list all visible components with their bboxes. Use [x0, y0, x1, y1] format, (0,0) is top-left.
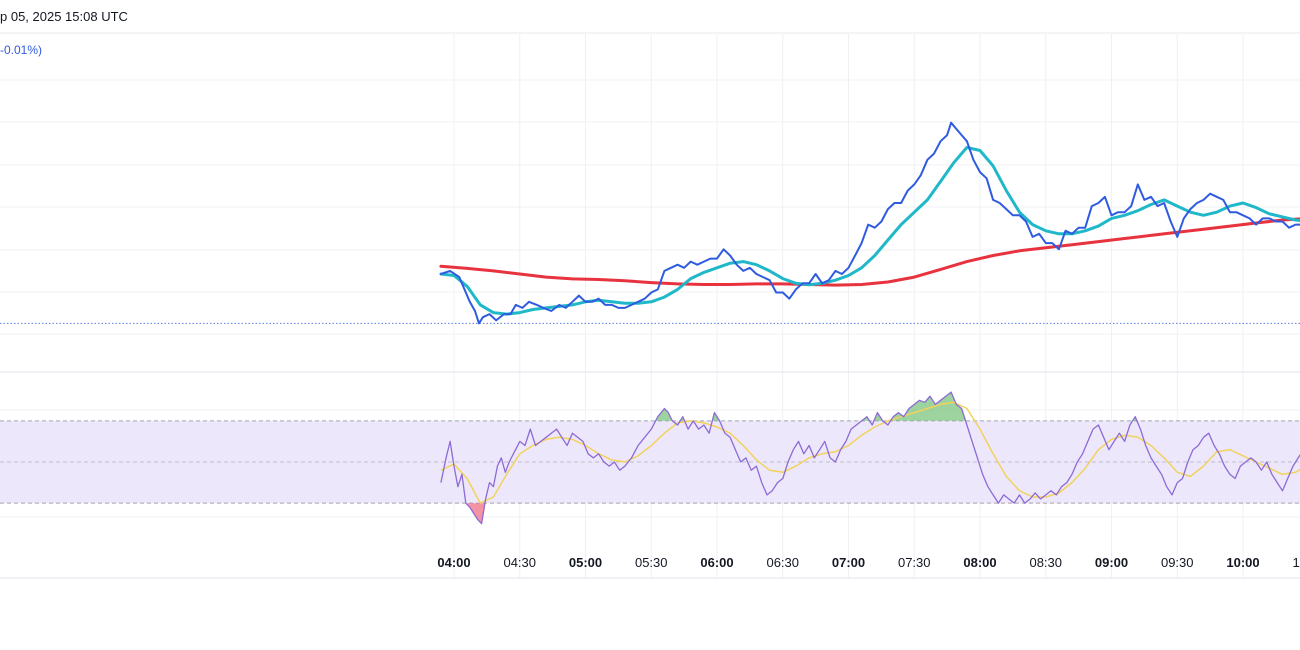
- rsi-band-background: [0, 420, 1300, 504]
- rsi-moving-average-line[interactable]: [440, 401, 1300, 504]
- time-axis-tick-label: 07:00: [832, 555, 865, 570]
- time-axis-tick-label: 05:00: [569, 555, 602, 570]
- time-axis-tick-label: 09:30: [1161, 555, 1194, 570]
- time-axis-tick-label: 07:30: [898, 555, 931, 570]
- time-axis-tick-label: 08:00: [963, 555, 996, 570]
- time-axis-tick-label: 06:00: [700, 555, 733, 570]
- time-axis-tick-label: 08:30: [1029, 555, 1062, 570]
- time-axis-tick-label: 05:30: [635, 555, 668, 570]
- time-axis-tick-label: 10:00: [1226, 555, 1259, 570]
- time-axis: 04:00 04:30 05:00 05:30 06:00 06:30 07:00 07:30…: [437, 555, 1300, 570]
- price-panel: [0, 121, 1300, 325]
- time-axis-tick-label: 09:00: [1095, 555, 1128, 570]
- slow-moving-average-line[interactable]: [439, 214, 1300, 287]
- time-axis-tick-label: 10:30: [1292, 555, 1300, 570]
- time-axis-tick-label: 04:00: [437, 555, 470, 570]
- time-axis-tick-label: 06:30: [766, 555, 799, 570]
- time-axis-tick-label: 04:30: [503, 555, 536, 570]
- fast-moving-average-line[interactable]: [439, 145, 1300, 316]
- date-readout: p 05, 2025 15:08 UTC: [0, 9, 128, 24]
- price-line[interactable]: [439, 121, 1300, 325]
- rsi-line[interactable]: [440, 391, 1300, 525]
- price-change-readout: -0.01%): [0, 43, 43, 57]
- rsi-panel: [0, 391, 1300, 525]
